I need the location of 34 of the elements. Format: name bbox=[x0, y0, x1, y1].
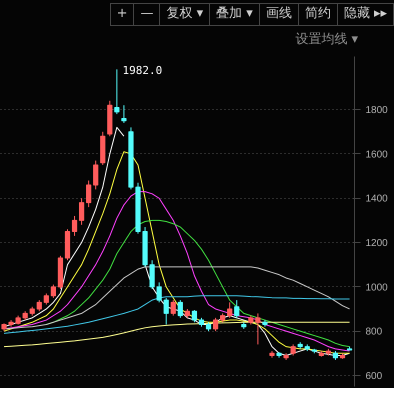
candlestick bbox=[121, 104, 127, 124]
annotation: 1982.0 bbox=[122, 64, 162, 77]
candlestick bbox=[156, 282, 162, 303]
text: 隐藏 ▸▸ bbox=[336, 3, 394, 26]
candlestick bbox=[227, 302, 232, 318]
text: 简约 bbox=[298, 3, 338, 26]
candlestick bbox=[234, 300, 240, 318]
y-tick-label: 1400 bbox=[366, 194, 388, 205]
text: 复权 ▾ bbox=[159, 3, 210, 26]
y-tick-label: 1200 bbox=[366, 238, 388, 250]
candlestick bbox=[78, 198, 84, 226]
candlestick bbox=[255, 312, 261, 345]
candlestick bbox=[290, 344, 296, 356]
candlestick bbox=[164, 297, 169, 325]
candlestick bbox=[93, 160, 98, 190]
candlestick bbox=[150, 260, 155, 290]
y-tick-label: 800 bbox=[366, 326, 383, 338]
text: 设置均线 ▾ bbox=[294, 30, 359, 49]
candlestick bbox=[72, 215, 78, 236]
candlestick bbox=[50, 284, 56, 298]
candlestick bbox=[192, 310, 198, 323]
text: 画线 bbox=[258, 3, 299, 26]
candlestick bbox=[170, 300, 176, 316]
y-tick-label: 600 bbox=[366, 370, 383, 382]
text: 叠加 ▾ bbox=[209, 3, 260, 26]
y-tick-label: 1600 bbox=[366, 149, 388, 160]
text: — bbox=[133, 3, 160, 26]
candlestick bbox=[114, 68, 120, 115]
candlestick bbox=[86, 180, 92, 208]
y-tick-label: 1800 bbox=[366, 105, 388, 116]
candlestick bbox=[178, 300, 183, 318]
y-tick-label: 1000 bbox=[366, 282, 388, 294]
candlestick bbox=[212, 317, 218, 332]
text: + bbox=[110, 3, 134, 26]
